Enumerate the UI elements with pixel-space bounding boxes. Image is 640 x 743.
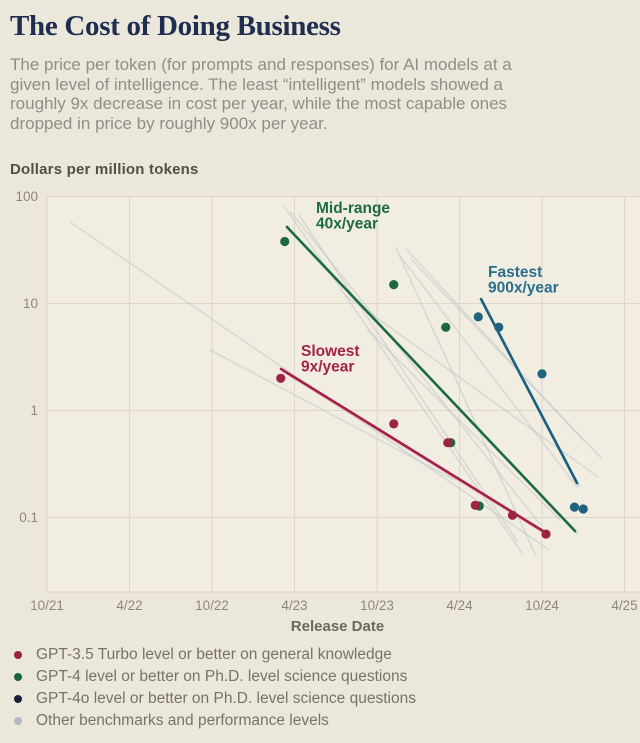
legend-dot-icon <box>14 651 22 659</box>
legend-label: Other benchmarks and performance levels <box>36 712 329 729</box>
data-point-gpt35-turbo <box>541 529 551 539</box>
data-point-gpt35-turbo <box>507 510 518 520</box>
data-point-gpt4o <box>569 502 580 512</box>
data-point-gpt4o <box>537 369 547 379</box>
data-point-gpt4 <box>280 236 290 247</box>
trend-line-gpt35-turbo <box>279 367 545 533</box>
subtitle-line: roughly 9x decrease in cost per year, wh… <box>10 94 508 113</box>
data-point-gpt4 <box>389 280 399 290</box>
legend-label: GPT-3.5 Turbo level or better on general… <box>36 646 392 663</box>
data-point-gpt4o <box>473 312 483 322</box>
legend-label: GPT-4o level or better on Ph.D. level sc… <box>36 690 416 707</box>
data-point-gpt4o <box>578 504 588 514</box>
x-tick-label: 4/25 <box>611 598 637 613</box>
x-tick-label: 4/23 <box>281 598 307 613</box>
x-tick-label: 10/21 <box>30 598 64 613</box>
legend-item: GPT-4 level or better on Ph.D. level sci… <box>10 666 630 688</box>
other-benchmark-line <box>399 255 578 488</box>
annotation-slowest: Slowest <box>301 343 360 360</box>
other-benchmark-line <box>410 258 602 459</box>
annotation-mid-range: 40x/year <box>316 216 378 233</box>
other-benchmark-line <box>298 214 518 542</box>
chart-subtitle: The price per token (for prompts and res… <box>10 55 610 133</box>
chart-title: The Cost of Doing Business <box>10 10 341 42</box>
annotation-fastest: Fastest <box>488 264 542 281</box>
annotation-mid-range: Mid-range <box>316 200 390 217</box>
data-point-gpt35-turbo <box>276 373 286 383</box>
subtitle-line: given level of intelligence. The least “… <box>10 74 503 94</box>
other-benchmark-line <box>367 329 561 521</box>
x-tick-label: 10/24 <box>525 598 559 613</box>
other-benchmark-line <box>209 349 456 481</box>
subtitle-line: dropped in price by roughly 900x per yea… <box>10 113 328 133</box>
trend-line-gpt4 <box>285 225 577 533</box>
legend-item: Other benchmarks and performance levels <box>10 710 630 732</box>
y-tick-label: 0.1 <box>19 510 38 525</box>
annotation-slowest: 9x/year <box>301 359 354 376</box>
chart-legend: GPT-3.5 Turbo level or better on general… <box>10 644 630 732</box>
legend-dot-icon <box>14 695 22 703</box>
x-tick-label: 4/22 <box>116 598 142 613</box>
subtitle-line: The price per token (for prompts and res… <box>10 55 512 74</box>
other-benchmark-line <box>344 294 599 478</box>
data-point-gpt35-turbo <box>443 438 453 448</box>
y-tick-label: 10 <box>23 296 38 311</box>
legend-dot-icon <box>14 673 22 681</box>
x-tick-label: 10/23 <box>360 598 394 613</box>
other-benchmark-line <box>395 247 537 557</box>
x-axis-title: Release Date <box>291 618 384 635</box>
x-tick-label: 4/24 <box>446 598 473 613</box>
y-tick-label: 1 <box>30 403 38 418</box>
y-tick-label: 100 <box>15 189 38 204</box>
data-point-gpt4 <box>441 322 451 332</box>
legend-label: GPT-4 level or better on Ph.D. level sci… <box>36 668 408 685</box>
annotation-fastest: 900x/year <box>488 280 559 297</box>
legend-item: GPT-3.5 Turbo level or better on general… <box>10 644 630 666</box>
data-point-gpt35-turbo <box>389 419 399 429</box>
chart-area: Mid-range 40x/year Fastest 900x/year Slowest… <box>0 185 640 643</box>
data-point-gpt35-turbo <box>470 500 480 510</box>
plot-background <box>47 196 640 592</box>
legend-dot-icon <box>14 717 22 725</box>
y-axis-title: Dollars per million tokens <box>10 161 199 178</box>
x-tick-label: 10/22 <box>195 598 229 613</box>
legend-item: GPT-4o level or better on Ph.D. level sc… <box>10 688 630 710</box>
data-point-gpt4o <box>494 322 504 332</box>
